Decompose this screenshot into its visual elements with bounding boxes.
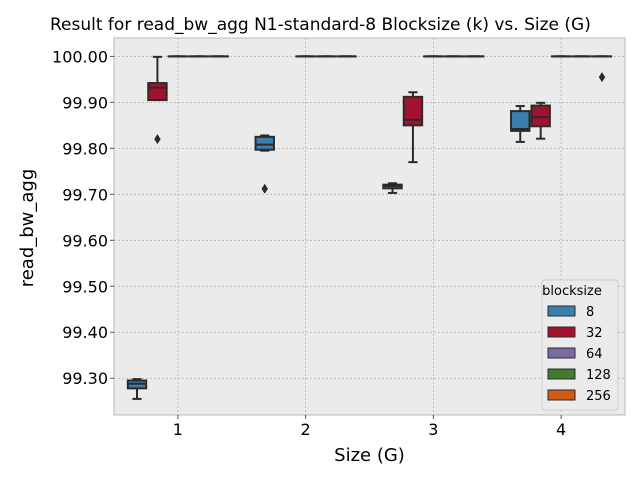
legend-label-8: 8: [586, 305, 594, 320]
x-tick-label: 3: [428, 420, 438, 439]
box-8-1: [126, 378, 148, 400]
x-tick-label: 1: [173, 420, 183, 439]
legend: blocksize 8 32 64 128 256: [541, 279, 619, 411]
legend-swatch-256: [547, 389, 576, 401]
legend-label-32: 32: [586, 326, 603, 341]
box-8-3: [382, 182, 403, 194]
legend-title: blocksize: [542, 284, 602, 299]
y-tick-label: 99.30: [62, 369, 108, 388]
y-tick-label: 99.90: [62, 93, 108, 112]
box-32-1: [147, 55, 168, 145]
legend-label-256: 256: [586, 389, 611, 404]
outlier-point: [598, 72, 606, 83]
chart-title: Result for read_bw_agg N1-standard-8 Blo…: [50, 15, 591, 35]
y-tick-label: 99.70: [62, 185, 108, 204]
y-tick-label: 99.60: [62, 231, 108, 250]
y-axis-label: read_bw_agg: [17, 169, 38, 288]
y-tick-label: 100.00: [52, 47, 108, 66]
box-256-4: [591, 55, 613, 83]
x-tick-label: 2: [301, 420, 311, 439]
box-32-4: [530, 101, 551, 140]
box-body: [402, 95, 424, 127]
y-tick-label: 99.50: [62, 277, 108, 296]
x-axis-label: Size (G): [334, 445, 405, 466]
legend-swatch-32: [547, 326, 576, 338]
legend-label-64: 64: [586, 347, 603, 362]
box-8-4: [510, 105, 531, 143]
y-tick-label: 99.40: [62, 323, 108, 342]
outlier-point: [261, 183, 268, 194]
box-body: [530, 104, 551, 128]
legend-swatch-64: [547, 347, 576, 359]
box-32-3: [402, 91, 424, 164]
legend-swatch-128: [547, 368, 576, 380]
legend-swatch-8: [547, 305, 576, 317]
box-8-2: [254, 134, 275, 194]
y-tick-label: 99.80: [62, 139, 108, 158]
box-body: [147, 82, 168, 102]
legend-label-128: 128: [586, 368, 611, 383]
x-tick-label: 4: [556, 420, 566, 439]
plot-area: [113, 37, 626, 416]
box-series: [126, 55, 613, 400]
axis-ticks: 99.30 99.40 99.50 99.60 99.70 99.80 99.90 100.0…: [52, 47, 566, 439]
box-body: [510, 110, 531, 132]
box-body: [254, 135, 275, 151]
outlier-point: [154, 134, 161, 145]
